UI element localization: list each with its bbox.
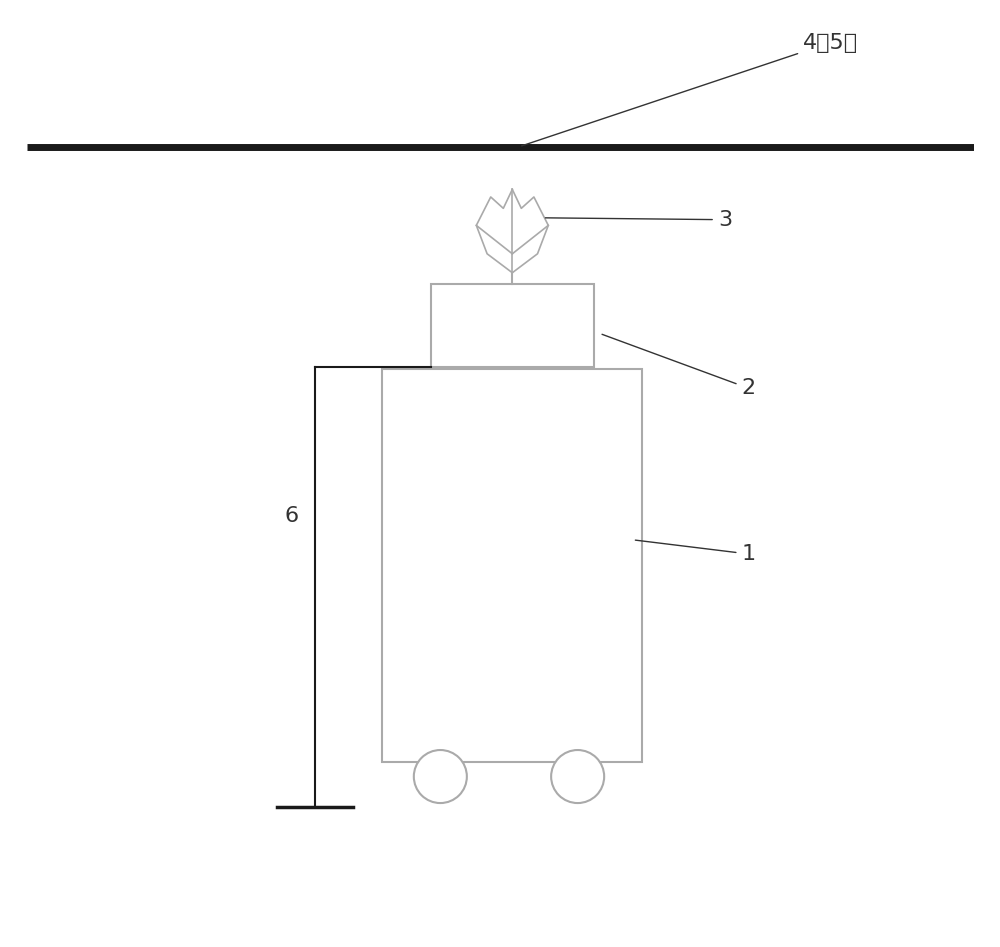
Text: 1: 1 — [635, 540, 756, 564]
Text: 3: 3 — [545, 209, 732, 230]
Text: 2: 2 — [602, 334, 756, 399]
Bar — [431, 284, 594, 367]
Text: 6: 6 — [284, 506, 298, 527]
Circle shape — [414, 750, 467, 803]
Bar — [382, 369, 642, 762]
Text: 4（5）: 4（5） — [522, 32, 858, 146]
Circle shape — [551, 750, 604, 803]
